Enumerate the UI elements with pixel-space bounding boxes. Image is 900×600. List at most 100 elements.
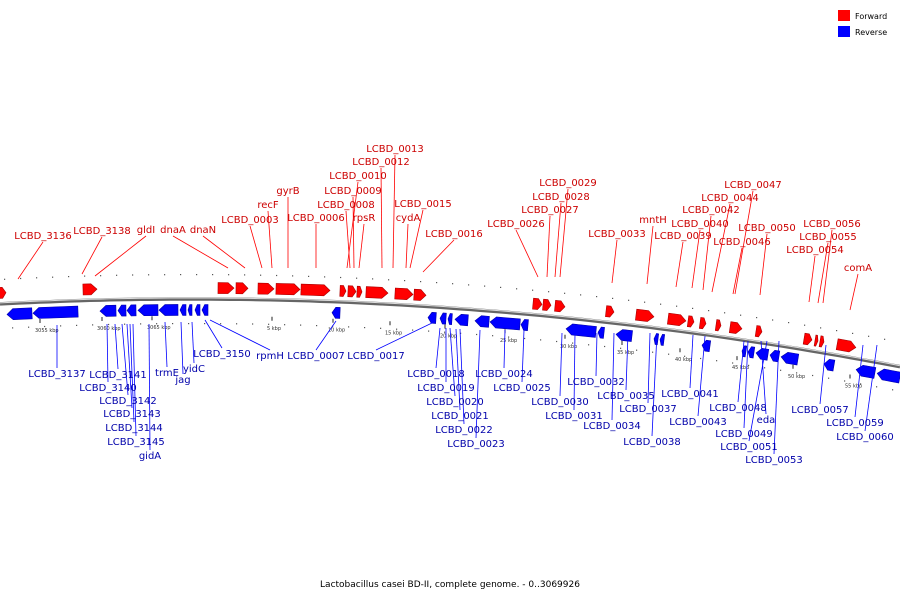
forward-gene-arrow bbox=[413, 288, 427, 301]
track-dot bbox=[668, 353, 670, 355]
reverse-gene-label: LCBD_0031 bbox=[545, 411, 603, 422]
reverse-legend-swatch bbox=[838, 26, 850, 37]
scale-tick-label: 20 kbp bbox=[440, 334, 457, 340]
backbone-layer bbox=[0, 297, 900, 369]
leader-line bbox=[249, 225, 263, 269]
track-dot bbox=[452, 283, 454, 285]
leader-line bbox=[114, 323, 119, 370]
reverse-gene-label: LCBD_0021 bbox=[431, 411, 489, 422]
leader-line bbox=[132, 323, 137, 437]
leader-line bbox=[732, 247, 743, 295]
track-dot bbox=[884, 338, 886, 340]
forward-gene-label: LCBD_0028 bbox=[532, 192, 590, 203]
track-dot bbox=[620, 347, 622, 349]
track-dot bbox=[108, 323, 110, 326]
scale-ticks: 3055 kbp 3060 kbp 3065 kbp 5 kbp 10 kbp 15 kb… bbox=[35, 316, 862, 390]
track-dot bbox=[164, 274, 166, 276]
track-dot bbox=[860, 383, 862, 385]
reverse-gene-label: LCBD_0057 bbox=[791, 405, 849, 416]
reverse-gene-arrow bbox=[126, 304, 137, 317]
leader-line bbox=[129, 323, 135, 423]
track-dot bbox=[212, 274, 214, 276]
reverse-gene-arrow bbox=[520, 319, 529, 332]
scale-tick-label: 40 kbp bbox=[675, 357, 692, 363]
track-dot bbox=[260, 274, 262, 276]
reverse-gene-label: LCBD_0035 bbox=[597, 391, 655, 402]
track-dot bbox=[420, 281, 422, 283]
track-dot bbox=[428, 330, 430, 332]
track-dot bbox=[484, 285, 486, 287]
reverse-gene-arrow bbox=[201, 304, 209, 316]
reverse-gene-label: LCBD_0018 bbox=[407, 369, 465, 380]
genome-caption: Lactobacillus casei BD-II, complete geno… bbox=[320, 580, 580, 590]
forward-gene-label: LCBD_0044 bbox=[701, 193, 759, 204]
track-dot bbox=[532, 289, 534, 291]
forward-gene-label: LCBD_0042 bbox=[682, 205, 740, 216]
reverse-gene-label: LCBD_0049 bbox=[715, 429, 773, 440]
track-dot bbox=[724, 312, 726, 314]
leader-line bbox=[734, 190, 754, 295]
leader-line bbox=[515, 229, 539, 278]
reverse-gene-arrow bbox=[823, 358, 836, 372]
forward-gene-label: LCBD_3138 bbox=[73, 226, 131, 237]
leader-line bbox=[358, 223, 365, 269]
reverse-gene-label: LCBD_0043 bbox=[669, 417, 727, 428]
track-dot bbox=[508, 336, 510, 338]
track-dot bbox=[284, 324, 286, 326]
track-dot bbox=[412, 329, 414, 331]
reverse-gene-arrow bbox=[489, 316, 521, 331]
track-dot bbox=[156, 323, 158, 325]
leader-line bbox=[346, 181, 359, 269]
reverse-gene-arrow bbox=[6, 307, 33, 321]
leader-line bbox=[422, 239, 455, 273]
reverse-gene-arrow bbox=[194, 304, 201, 316]
reverse-gene-label: LCBD_0032 bbox=[567, 377, 625, 388]
forward-gene-label: comA bbox=[844, 263, 872, 274]
forward-gene-arrow bbox=[754, 325, 763, 338]
track-dot bbox=[796, 372, 798, 374]
track-dot bbox=[516, 288, 518, 290]
leader-line bbox=[126, 323, 133, 409]
forward-gene-arrow bbox=[532, 297, 543, 310]
leader-line bbox=[595, 332, 598, 377]
track-dot bbox=[92, 324, 94, 326]
gene-labels: LCBD_3136 LCBD_3138 gldI dnaA dnaNLCBD_0003r… bbox=[14, 144, 894, 466]
forward-gene-label: LCBD_0013 bbox=[366, 144, 424, 155]
track-dot bbox=[548, 291, 550, 293]
leader-line bbox=[773, 340, 780, 455]
forward-gene-label: LCBD_0054 bbox=[786, 245, 844, 256]
track-dot bbox=[676, 305, 678, 307]
track-dot bbox=[844, 380, 846, 382]
reverse-gene-label: LCBD_0025 bbox=[493, 383, 551, 394]
track-dot bbox=[60, 325, 62, 327]
scale-tick-label: 30 kbp bbox=[560, 344, 577, 350]
leader-line bbox=[559, 332, 563, 397]
forward-gene-label: cydA bbox=[396, 213, 421, 224]
reverse-gene-arrow bbox=[447, 313, 453, 325]
track-dot bbox=[492, 335, 494, 337]
track-dot bbox=[396, 328, 398, 330]
track-dot bbox=[684, 355, 686, 357]
leader-line bbox=[611, 239, 618, 284]
forward-gene-arrow bbox=[347, 285, 357, 298]
track-dot bbox=[236, 323, 238, 325]
track-dot bbox=[220, 323, 222, 325]
reverse-gene-arrow bbox=[701, 339, 712, 353]
track-dot bbox=[356, 277, 358, 279]
forward-gene-label: LCBD_0016 bbox=[425, 229, 483, 240]
reverse-gene-label: LCBD_0034 bbox=[583, 421, 641, 432]
track-dot bbox=[380, 327, 382, 329]
forward-gene-arrow bbox=[802, 332, 813, 346]
scale-tick-label: 3055 kbp bbox=[35, 328, 59, 334]
scale-tick-label: 45 kbp bbox=[732, 365, 749, 371]
forward-gene-arrow bbox=[686, 315, 695, 328]
track-dot bbox=[372, 278, 374, 280]
track-dot bbox=[604, 345, 606, 348]
leader-line bbox=[405, 223, 409, 269]
track-dot bbox=[500, 286, 502, 288]
track-dot bbox=[148, 274, 150, 276]
leader-line bbox=[106, 323, 109, 383]
track-dot bbox=[852, 332, 854, 334]
forward-gene-label: LCBD_0008 bbox=[317, 200, 375, 211]
reverse-gene-label: LCBD_3144 bbox=[105, 423, 163, 434]
